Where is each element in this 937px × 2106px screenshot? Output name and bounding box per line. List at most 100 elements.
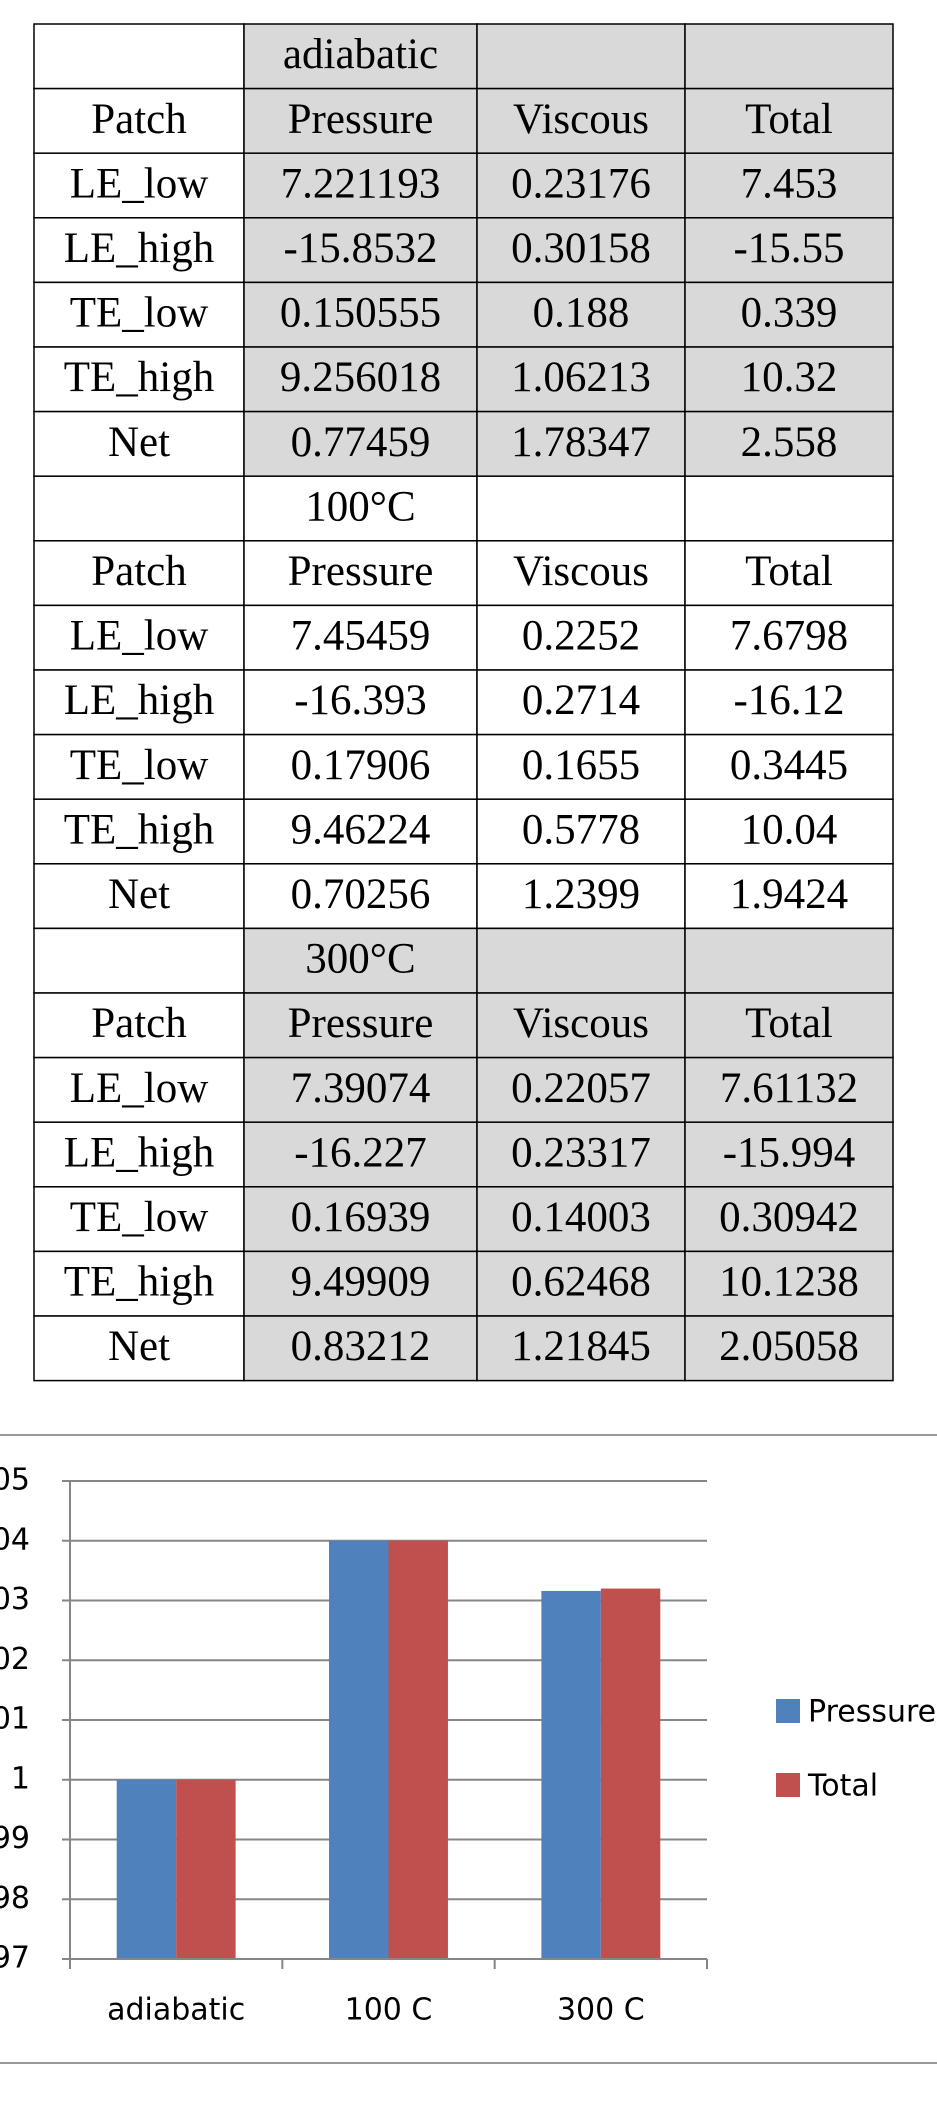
table-cell [476, 1315, 686, 1382]
table-cell [684, 1315, 894, 1382]
x-tick-label: 100 C [345, 1993, 433, 2028]
table-cell [33, 1315, 245, 1382]
table-cell [33, 87, 245, 154]
table-cell [684, 1056, 894, 1123]
bar [176, 1779, 236, 1959]
y-tick-label: 1.04 [0, 1522, 30, 1557]
table-cell [684, 281, 894, 348]
table-cell [684, 410, 894, 477]
cell-text: TE_high [64, 1259, 214, 1306]
cell-text: 0.30942 [719, 1194, 859, 1241]
y-tick-label: 0.98 [0, 1881, 30, 1916]
table-cell [684, 669, 894, 736]
table-cell [33, 1056, 245, 1123]
table-cell [684, 475, 894, 542]
table-cell [243, 992, 478, 1059]
cell-text: 0.339 [741, 290, 838, 337]
cell-text: Total [745, 96, 833, 143]
cell-text: 2.558 [741, 419, 838, 466]
cell-text: 0.5778 [522, 806, 640, 853]
cell-text: -15.55 [733, 225, 844, 272]
cell-text: LE_high [64, 1129, 214, 1176]
cell-text: Net [108, 1323, 170, 1370]
table-cell [476, 669, 686, 736]
cell-text: 0.3445 [730, 742, 848, 789]
table-cell [33, 23, 245, 90]
table-cell [243, 1121, 478, 1188]
table-cell [476, 152, 686, 219]
table-cell [476, 475, 686, 542]
y-tick-label: 1.02 [0, 1642, 30, 1677]
cell-text: 1.21845 [511, 1323, 651, 1370]
table-cell [684, 798, 894, 865]
cell-text: Net [108, 419, 170, 466]
y-tick-label: 1.05 [0, 1463, 30, 1498]
cell-text: 7.221193 [281, 160, 441, 207]
table-cell [476, 863, 686, 930]
cell-text: Viscous [513, 96, 649, 143]
cell-text: 7.61132 [720, 1065, 858, 1112]
cell-text: 1.2399 [522, 871, 640, 918]
table-cell [476, 23, 686, 90]
cell-text: 9.256018 [280, 354, 441, 401]
table-cell [33, 410, 245, 477]
cell-text: Viscous [513, 548, 649, 595]
bar [600, 1588, 661, 1959]
table-cell [33, 540, 245, 607]
cell-text: -15.8532 [283, 225, 437, 272]
table-cell [476, 540, 686, 607]
table-cell [476, 1250, 686, 1317]
cell-text: 9.46224 [291, 806, 431, 853]
cell-text: Patch [91, 548, 187, 595]
table-cell [243, 410, 478, 477]
table-cell [684, 1186, 894, 1253]
cell-text: 300°C [305, 936, 415, 983]
table-cell [476, 217, 686, 284]
table-cell [684, 733, 894, 800]
cell-text: Pressure [288, 1000, 434, 1047]
cell-text: Net [108, 871, 170, 918]
cell-text: 0.2714 [522, 677, 640, 724]
table-cell [33, 1186, 245, 1253]
cell-text: LE_high [64, 677, 214, 724]
bar [329, 1540, 389, 1959]
y-tick-label: 1.03 [0, 1582, 30, 1617]
cell-text: Patch [91, 96, 187, 143]
cell-text: 0.17906 [291, 742, 431, 789]
table-cell [243, 733, 478, 800]
cell-text: adiabatic [283, 31, 438, 78]
table-cell [243, 87, 478, 154]
table-cell [243, 23, 478, 90]
cell-text: Pressure [288, 96, 434, 143]
table-cell [33, 475, 245, 542]
cell-text: 0.62468 [511, 1259, 651, 1306]
table-cell [33, 798, 245, 865]
cell-text: TE_high [64, 806, 214, 853]
y-tick-label: 1 [11, 1761, 30, 1796]
bar [116, 1779, 177, 1959]
cell-text: LE_low [70, 160, 209, 207]
cell-text: 0.30158 [511, 225, 651, 272]
table-cell [684, 346, 894, 413]
cell-text: 1.78347 [511, 419, 651, 466]
cell-text: -16.12 [733, 677, 844, 724]
table-cell [476, 1186, 686, 1253]
table-cell [476, 346, 686, 413]
cell-text: -16.227 [294, 1129, 427, 1176]
legend-label: Total [807, 1769, 878, 1804]
table-cell [243, 863, 478, 930]
table-cell [33, 604, 245, 671]
cell-text: Total [745, 548, 833, 595]
y-tick-label: 0.99 [0, 1821, 30, 1856]
table-cell [243, 1315, 478, 1382]
cell-text: 0.77459 [291, 419, 431, 466]
cell-text: 10.32 [741, 354, 838, 401]
table-cell [33, 927, 245, 994]
table-cell [476, 992, 686, 1059]
cell-text: 1.06213 [511, 354, 651, 401]
bar [541, 1590, 601, 1959]
x-tick-label: 300 C [557, 1993, 645, 2028]
cell-text: 0.83212 [291, 1323, 431, 1370]
y-tick-label: 0.97 [0, 1941, 30, 1976]
